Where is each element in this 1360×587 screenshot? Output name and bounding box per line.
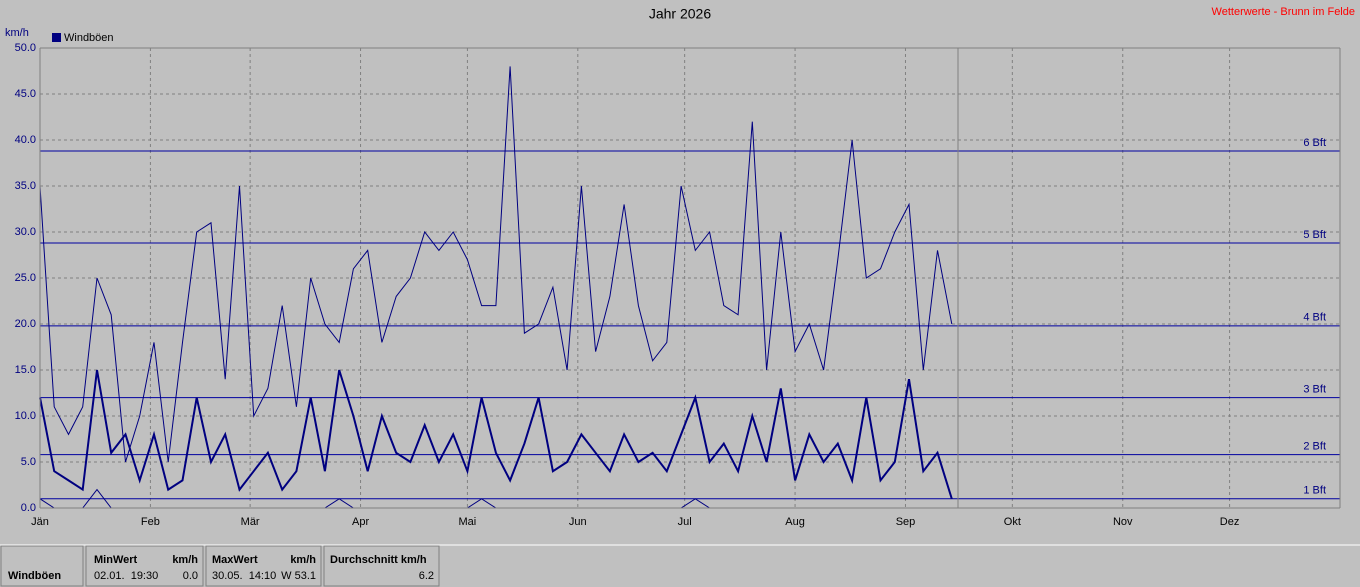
cell — [85, 545, 204, 587]
x-tick-label: Mär — [241, 516, 260, 528]
panel-bg — [0, 545, 1360, 587]
y-tick-label: 25.0 — [15, 272, 36, 284]
y-tick-label: 15.0 — [15, 364, 36, 376]
stats-time: 02.01. 19:30 — [94, 570, 158, 582]
stats-unit: km/h — [172, 554, 198, 566]
x-tick-label: Feb — [141, 516, 160, 528]
stats-header: MinWert — [94, 554, 138, 566]
x-tick-label: Mai — [459, 516, 477, 528]
stats-panel: Windböen MinWert km/h 02.01. 19:30 0.0 M… — [0, 544, 1360, 587]
cell — [323, 545, 440, 587]
reference-label: 1 Bft — [1303, 485, 1326, 497]
source: Wetterwerte - Brunn im Felde — [1212, 6, 1355, 18]
x-tick-label: Jun — [569, 516, 587, 528]
reference-label: 4 Bft — [1303, 312, 1326, 324]
stats-name: Windböen — [8, 570, 61, 582]
y-tick-label: 50.0 — [15, 42, 36, 54]
x-tick-label: Apr — [352, 516, 369, 528]
cell — [0, 545, 84, 587]
x-tick-label: Sep — [896, 516, 916, 528]
x-tick-label: Nov — [1113, 516, 1133, 528]
stats-header: MaxWert — [212, 554, 258, 566]
stats-unit: km/h — [290, 554, 316, 566]
y-tick-label: 10.0 — [15, 410, 36, 422]
reference-label: 3 Bft — [1303, 384, 1326, 396]
stats-value: 6.2 — [419, 570, 434, 582]
legend-label: Windböen — [64, 32, 114, 44]
cell — [205, 545, 322, 587]
y-tick-label: 45.0 — [15, 88, 36, 100]
legend-swatch — [52, 33, 61, 42]
stats-time: 30.05. 14:10 — [212, 570, 276, 582]
stats-value: 0.0 — [183, 570, 198, 582]
x-tick-label: Jul — [678, 516, 692, 528]
reference-label: 2 Bft — [1303, 441, 1326, 453]
chart-title: Jahr 2026 — [649, 6, 711, 22]
y-tick-label: 0.0 — [21, 502, 36, 514]
y-tick-label: 35.0 — [15, 180, 36, 192]
y-tick-label: 40.0 — [15, 134, 36, 146]
x-tick-label: Jän — [31, 516, 49, 528]
stats-value: W 53.1 — [281, 570, 316, 582]
y-tick-label: 30.0 — [15, 226, 36, 238]
series-line — [39, 369, 953, 500]
y-tick-label: 20.0 — [15, 318, 36, 330]
stats-header: Durchschnitt km/h — [330, 554, 427, 566]
reference-label: 5 Bft — [1303, 229, 1326, 241]
x-tick-label: Dez — [1220, 516, 1240, 528]
x-tick-label: Aug — [785, 516, 805, 528]
y-tick-label: 5.0 — [21, 456, 36, 468]
series-line — [39, 66, 953, 463]
y-axis-label: km/h — [5, 27, 29, 39]
x-tick-label: Okt — [1004, 516, 1021, 528]
reference-label: 6 Bft — [1303, 137, 1326, 149]
